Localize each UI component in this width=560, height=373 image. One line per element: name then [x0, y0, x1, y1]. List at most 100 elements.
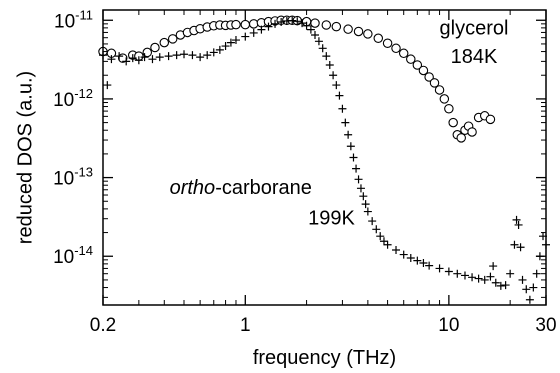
x-axis-label: frequency (THz) [253, 347, 396, 369]
data-point-plus [453, 269, 462, 278]
data-point-plus [103, 81, 112, 90]
data-point-plus [491, 278, 500, 287]
x-tick-label: 1 [240, 315, 251, 336]
data-point-circle [331, 21, 342, 32]
data-point-plus [209, 48, 218, 57]
data-point-circle [363, 29, 373, 39]
data-point-circle [448, 117, 458, 128]
data-point-plus [332, 81, 341, 90]
labels-layer: 0.2 1 10 30 10-11 10-12 10-13 10-14 [53, 7, 557, 336]
data-point-plus [140, 53, 149, 62]
data-point-plus [155, 53, 164, 62]
data-point-plus [196, 53, 205, 62]
y-tick-label: 10-12 [53, 86, 93, 111]
series-layer [98, 15, 550, 304]
data-point-plus [302, 21, 311, 30]
data-point-plus [180, 50, 189, 59]
data-point-plus [203, 51, 212, 60]
data-point-plus [215, 45, 224, 54]
data-point-plus [352, 164, 361, 173]
data-point-circle [391, 43, 401, 54]
data-point-plus [148, 55, 157, 64]
data-point-plus [525, 295, 534, 304]
data-point-plus [318, 44, 327, 53]
data-point-plus [226, 38, 235, 47]
data-point-plus [435, 264, 444, 273]
data-point-circle [467, 127, 477, 137]
data-point-plus [288, 16, 297, 25]
data-point-plus [489, 262, 498, 271]
data-point-circle [434, 85, 445, 95]
data-point-plus [506, 269, 515, 278]
y-tick-label: 10-14 [53, 243, 93, 268]
data-point-plus [474, 274, 483, 283]
data-point-plus [322, 52, 331, 61]
data-point-plus [359, 192, 368, 201]
data-point-plus [356, 184, 365, 193]
data-point-circle [248, 19, 259, 29]
data-point-circle [424, 72, 434, 82]
data-point-plus [496, 281, 505, 290]
data-point-circle [444, 103, 454, 114]
data-point-plus [372, 225, 381, 234]
data-point-plus [172, 51, 181, 60]
data-point-plus [306, 25, 315, 34]
data-point-plus [164, 52, 173, 61]
data-point-circle [382, 38, 393, 49]
data-point-circle [231, 19, 241, 30]
annotation-glycerol-temp: 184K [451, 46, 498, 68]
data-point-plus [221, 42, 230, 51]
data-point-plus [314, 37, 323, 46]
data-point-plus [379, 237, 388, 246]
data-point-plus [344, 130, 353, 139]
x-tick-label: 30 [535, 315, 556, 336]
y-axis-label: reduced DOS (a.u.) [14, 71, 36, 244]
data-point-circle [310, 18, 320, 28]
data-point-plus [241, 32, 250, 41]
data-point-circle [240, 19, 251, 30]
data-point-plus [346, 142, 355, 151]
data-point-plus [325, 60, 334, 69]
data-point-plus [293, 17, 302, 26]
data-point-plus [257, 25, 266, 34]
data-point-plus [264, 22, 273, 31]
data-point-circle [456, 133, 466, 143]
data-point-circle [150, 42, 160, 53]
data-point-plus [514, 220, 523, 229]
data-point-plus [399, 250, 408, 259]
data-point-plus [115, 52, 124, 61]
data-point-plus [413, 256, 422, 265]
data-point-circle [406, 54, 416, 64]
data-point-circle [167, 34, 178, 44]
data-point-circle [412, 60, 423, 70]
data-point-circle [429, 78, 440, 88]
data-point-circle [398, 48, 409, 59]
data-point-plus [298, 19, 307, 28]
data-point-plus [392, 246, 401, 255]
data-point-circle [353, 26, 364, 37]
data-point-plus [532, 269, 541, 278]
data-point-plus [107, 55, 116, 64]
data-point-plus [419, 259, 428, 268]
data-point-plus [349, 153, 358, 162]
data-point-plus [311, 30, 320, 39]
data-point-plus [512, 215, 521, 224]
data-point-plus [249, 28, 258, 37]
data-point-plus [518, 275, 527, 284]
data-point-plus [376, 232, 385, 241]
data-point-plus [444, 267, 453, 276]
data-point-plus [188, 51, 197, 60]
data-point-plus [277, 18, 286, 27]
plot-frame [102, 9, 547, 306]
data-point-plus [529, 283, 538, 292]
data-point-plus [480, 275, 489, 284]
data-point-plus [501, 281, 510, 290]
data-point-circle [418, 65, 429, 76]
data-point-circle [439, 94, 450, 104]
data-point-plus [368, 217, 377, 226]
data-point-plus [516, 243, 525, 252]
annotation-glycerol-name: glycerol [440, 17, 509, 39]
data-point-plus [329, 71, 338, 80]
data-point-plus [406, 253, 415, 262]
